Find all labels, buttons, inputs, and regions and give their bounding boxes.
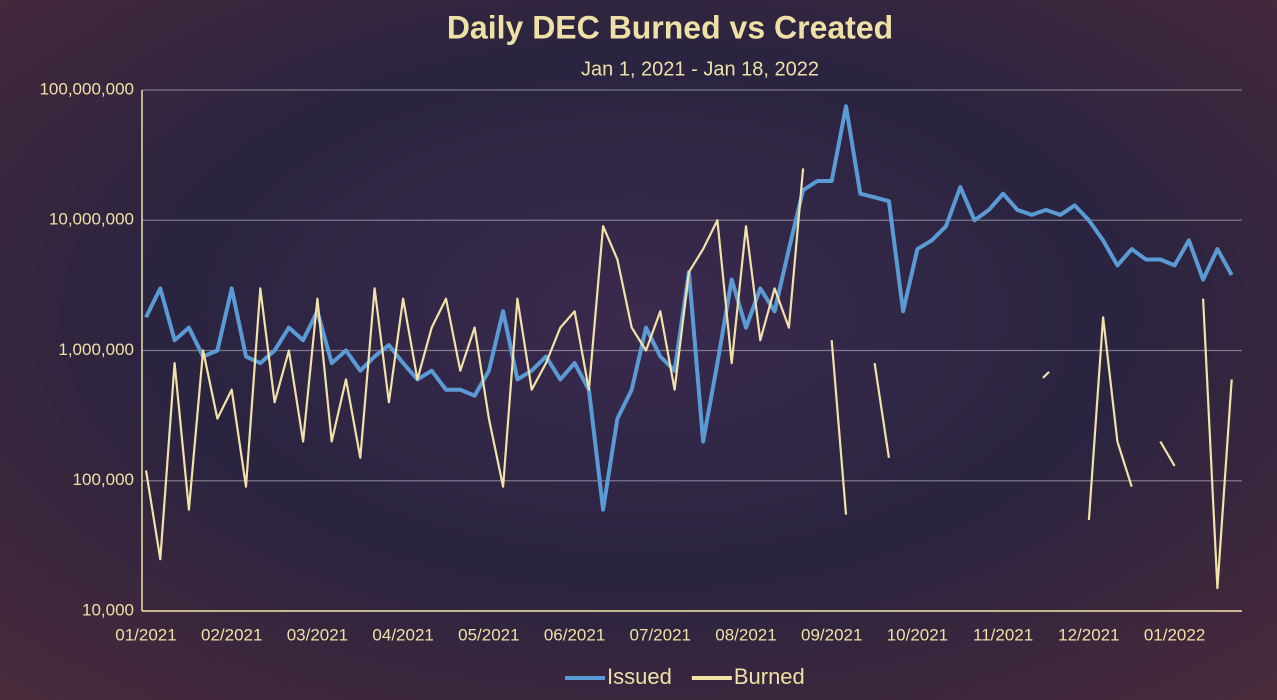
y-tick-label: 10,000	[82, 600, 134, 619]
legend-label: Issued	[607, 664, 672, 689]
series-line	[144, 168, 1233, 590]
x-tick-label: 04/2021	[372, 625, 433, 644]
x-tick-label: 06/2021	[544, 625, 605, 644]
x-tick-label: 07/2021	[630, 625, 691, 644]
x-tick-label: 08/2021	[715, 625, 776, 644]
series-point	[1042, 371, 1050, 379]
x-tick-label: 11/2021	[973, 625, 1033, 644]
y-tick-label: 10,000,000	[49, 210, 134, 229]
legend-label: Burned	[734, 664, 805, 689]
y-tick-label: 1,000,000	[58, 340, 134, 359]
x-tick-label: 09/2021	[801, 625, 862, 644]
x-tick-label: 12/2021	[1058, 625, 1119, 644]
x-tick-label: 02/2021	[201, 625, 262, 644]
chart-title: Daily DEC Burned vs Created	[447, 9, 893, 45]
y-tick-label: 100,000	[73, 470, 134, 489]
x-tick-label: 01/2021	[115, 625, 176, 644]
x-tick-label: 01/2022	[1144, 625, 1205, 644]
x-tick-label: 05/2021	[458, 625, 519, 644]
x-tick-label: 10/2021	[887, 625, 948, 644]
x-tick-label: 03/2021	[287, 625, 348, 644]
chart-subtitle: Jan 1, 2021 - Jan 18, 2022	[581, 58, 819, 80]
y-tick-label: 100,000,000	[39, 79, 134, 98]
